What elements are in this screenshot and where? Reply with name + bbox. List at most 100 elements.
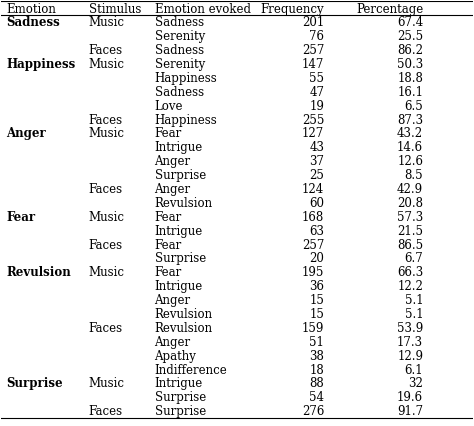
- Text: 147: 147: [302, 58, 324, 71]
- Text: Faces: Faces: [89, 113, 123, 126]
- Text: Revulsion: Revulsion: [155, 307, 213, 320]
- Text: 8.5: 8.5: [404, 169, 423, 181]
- Text: 201: 201: [302, 16, 324, 29]
- Text: 67.4: 67.4: [397, 16, 423, 29]
- Text: Intrigue: Intrigue: [155, 377, 203, 389]
- Text: Fear: Fear: [6, 210, 35, 223]
- Text: 12.2: 12.2: [397, 279, 423, 293]
- Text: Fear: Fear: [155, 127, 182, 140]
- Text: Fear: Fear: [155, 238, 182, 251]
- Text: 54: 54: [309, 390, 324, 403]
- Text: Serenity: Serenity: [155, 58, 205, 71]
- Text: 6.1: 6.1: [404, 363, 423, 376]
- Text: 276: 276: [302, 404, 324, 417]
- Text: Emotion evoked: Emotion evoked: [155, 3, 251, 16]
- Text: Faces: Faces: [89, 44, 123, 57]
- Text: 25: 25: [310, 169, 324, 181]
- Text: Anger: Anger: [6, 127, 46, 140]
- Text: Surprise: Surprise: [155, 169, 206, 181]
- Text: 19: 19: [310, 99, 324, 112]
- Text: 20.8: 20.8: [397, 196, 423, 209]
- Text: 55: 55: [309, 72, 324, 85]
- Text: Sadness: Sadness: [155, 44, 204, 57]
- Text: 15: 15: [310, 294, 324, 306]
- Text: Anger: Anger: [155, 183, 191, 196]
- Text: Sadness: Sadness: [155, 16, 204, 29]
- Text: Intrigue: Intrigue: [155, 224, 203, 237]
- Text: 195: 195: [302, 266, 324, 279]
- Text: 255: 255: [302, 113, 324, 126]
- Text: Surprise: Surprise: [155, 390, 206, 403]
- Text: 6.7: 6.7: [404, 252, 423, 265]
- Text: 21.5: 21.5: [397, 224, 423, 237]
- Text: Faces: Faces: [89, 238, 123, 251]
- Text: Love: Love: [155, 99, 183, 112]
- Text: Revulsion: Revulsion: [6, 266, 71, 279]
- Text: 66.3: 66.3: [397, 266, 423, 279]
- Text: 32: 32: [408, 377, 423, 389]
- Text: Apathy: Apathy: [155, 349, 196, 362]
- Text: 38: 38: [310, 349, 324, 362]
- Text: 127: 127: [302, 127, 324, 140]
- Text: Surprise: Surprise: [155, 404, 206, 417]
- Text: 91.7: 91.7: [397, 404, 423, 417]
- Text: 18: 18: [310, 363, 324, 376]
- Text: 76: 76: [309, 30, 324, 43]
- Text: 15: 15: [310, 307, 324, 320]
- Text: Surprise: Surprise: [155, 252, 206, 265]
- Text: 5.1: 5.1: [404, 294, 423, 306]
- Text: 37: 37: [309, 155, 324, 168]
- Text: Emotion: Emotion: [6, 3, 56, 16]
- Text: 47: 47: [309, 86, 324, 98]
- Text: 6.5: 6.5: [404, 99, 423, 112]
- Text: Intrigue: Intrigue: [155, 279, 203, 293]
- Text: Intrigue: Intrigue: [155, 141, 203, 154]
- Text: 42.9: 42.9: [397, 183, 423, 196]
- Text: Music: Music: [89, 127, 125, 140]
- Text: Indifference: Indifference: [155, 363, 228, 376]
- Text: 168: 168: [302, 210, 324, 223]
- Text: Happiness: Happiness: [155, 113, 217, 126]
- Text: Music: Music: [89, 266, 125, 279]
- Text: 87.3: 87.3: [397, 113, 423, 126]
- Text: Revulsion: Revulsion: [155, 321, 213, 334]
- Text: 86.5: 86.5: [397, 238, 423, 251]
- Text: 17.3: 17.3: [397, 335, 423, 348]
- Text: Fear: Fear: [155, 266, 182, 279]
- Text: 86.2: 86.2: [397, 44, 423, 57]
- Text: Fear: Fear: [155, 210, 182, 223]
- Text: 14.6: 14.6: [397, 141, 423, 154]
- Text: Surprise: Surprise: [6, 377, 63, 389]
- Text: 5.1: 5.1: [404, 307, 423, 320]
- Text: 257: 257: [302, 44, 324, 57]
- Text: Happiness: Happiness: [6, 58, 75, 71]
- Text: 18.8: 18.8: [397, 72, 423, 85]
- Text: 124: 124: [302, 183, 324, 196]
- Text: Music: Music: [89, 58, 125, 71]
- Text: 43: 43: [309, 141, 324, 154]
- Text: Happiness: Happiness: [155, 72, 217, 85]
- Text: Stimulus: Stimulus: [89, 3, 141, 16]
- Text: 36: 36: [309, 279, 324, 293]
- Text: Serenity: Serenity: [155, 30, 205, 43]
- Text: 57.3: 57.3: [397, 210, 423, 223]
- Text: 16.1: 16.1: [397, 86, 423, 98]
- Text: Frequency: Frequency: [261, 3, 324, 16]
- Text: 53.9: 53.9: [397, 321, 423, 334]
- Text: 88: 88: [310, 377, 324, 389]
- Text: Faces: Faces: [89, 183, 123, 196]
- Text: Sadness: Sadness: [6, 16, 60, 29]
- Text: Anger: Anger: [155, 294, 191, 306]
- Text: 12.6: 12.6: [397, 155, 423, 168]
- Text: 50.3: 50.3: [397, 58, 423, 71]
- Text: 20: 20: [310, 252, 324, 265]
- Text: Music: Music: [89, 16, 125, 29]
- Text: 159: 159: [302, 321, 324, 334]
- Text: 60: 60: [309, 196, 324, 209]
- Text: 19.6: 19.6: [397, 390, 423, 403]
- Text: Music: Music: [89, 377, 125, 389]
- Text: 51: 51: [310, 335, 324, 348]
- Text: Faces: Faces: [89, 404, 123, 417]
- Text: 257: 257: [302, 238, 324, 251]
- Text: Faces: Faces: [89, 321, 123, 334]
